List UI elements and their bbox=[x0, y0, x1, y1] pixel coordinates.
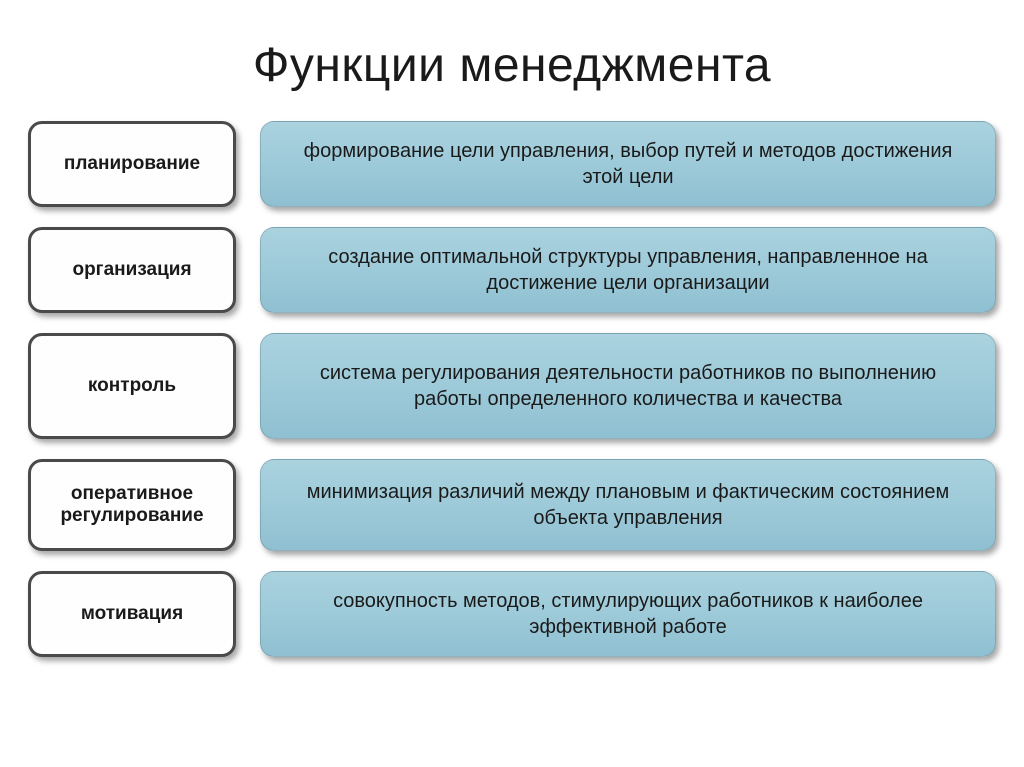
function-label: оперативное регулирование bbox=[39, 483, 225, 527]
function-desc-box: минимизация различий между плановым и фа… bbox=[260, 459, 996, 551]
rows-container: планирование формирование цели управлени… bbox=[28, 121, 996, 657]
function-label-box: контроль bbox=[28, 333, 236, 439]
function-row: организация создание оптимальной структу… bbox=[28, 227, 996, 313]
function-label-box: оперативное регулирование bbox=[28, 459, 236, 551]
function-description: совокупность методов, стимулирующих рабо… bbox=[289, 588, 967, 640]
page-title: Функции менеджмента bbox=[28, 38, 996, 93]
function-description: создание оптимальной структуры управлени… bbox=[289, 244, 967, 296]
function-label: контроль bbox=[88, 375, 176, 397]
function-label: организация bbox=[72, 259, 191, 281]
function-description: система регулирования деятельности работ… bbox=[289, 360, 967, 412]
function-label-box: планирование bbox=[28, 121, 236, 207]
function-row: контроль система регулирования деятельно… bbox=[28, 333, 996, 439]
function-row: оперативное регулирование минимизация ра… bbox=[28, 459, 996, 551]
function-desc-box: система регулирования деятельности работ… bbox=[260, 333, 996, 439]
function-desc-box: создание оптимальной структуры управлени… bbox=[260, 227, 996, 313]
function-label: планирование bbox=[64, 153, 200, 175]
function-desc-box: формирование цели управления, выбор путе… bbox=[260, 121, 996, 207]
function-description: формирование цели управления, выбор путе… bbox=[289, 138, 967, 190]
function-label: мотивация bbox=[81, 603, 183, 625]
function-label-box: мотивация bbox=[28, 571, 236, 657]
function-label-box: организация bbox=[28, 227, 236, 313]
function-description: минимизация различий между плановым и фа… bbox=[289, 479, 967, 531]
function-row: планирование формирование цели управлени… bbox=[28, 121, 996, 207]
function-row: мотивация совокупность методов, стимулир… bbox=[28, 571, 996, 657]
function-desc-box: совокупность методов, стимулирующих рабо… bbox=[260, 571, 996, 657]
